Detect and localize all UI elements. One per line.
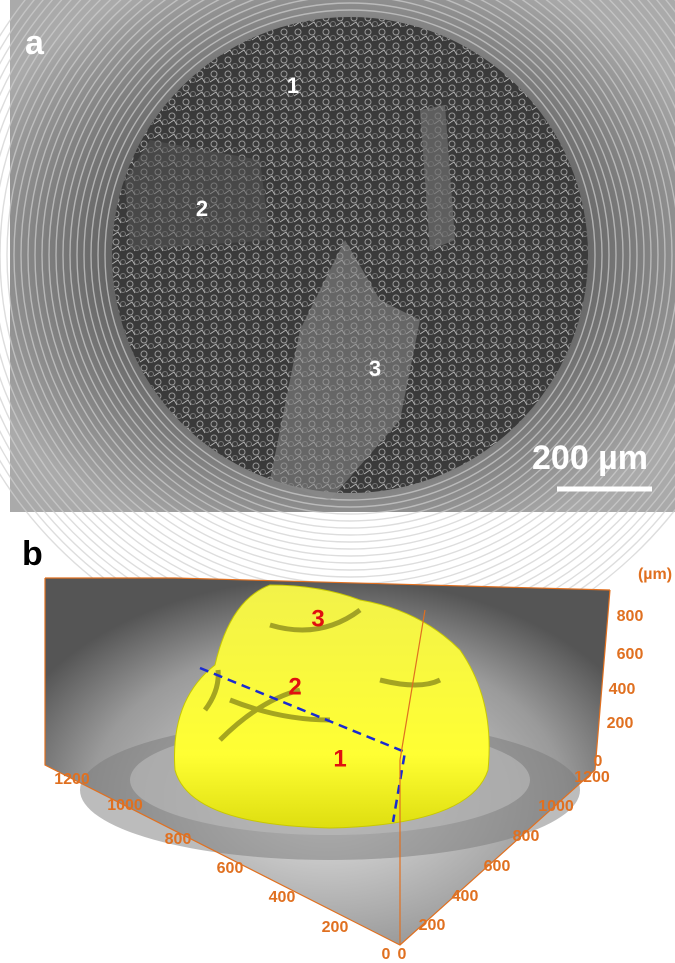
panel-label: a xyxy=(25,24,45,62)
y-tick-label: 0 xyxy=(398,946,407,963)
y-tick-label: 200 xyxy=(419,917,446,934)
z-tick-label: 800 xyxy=(617,608,644,625)
axis-unit: (µm) xyxy=(638,566,672,583)
y-tick-label: 600 xyxy=(484,858,511,875)
z-tick-label: 200 xyxy=(607,715,634,732)
scale-bar-label: 200 µm xyxy=(532,439,648,477)
region-label: 2 xyxy=(288,673,301,700)
x-tick-label: 1000 xyxy=(107,797,143,814)
z-tick-label: 600 xyxy=(617,646,644,663)
z-tick-label: 400 xyxy=(609,681,636,698)
x-tick-label: 800 xyxy=(165,831,192,848)
x-tick-label: 400 xyxy=(269,889,296,906)
panel-label: b xyxy=(22,535,43,573)
figure: a 200 µm 123 b 321 (µm)02004006008001200… xyxy=(0,0,675,963)
y-tick-label: 1000 xyxy=(538,798,574,815)
x-tick-label: 200 xyxy=(322,919,349,936)
x-tick-label: 0 xyxy=(382,946,391,963)
3d-rendering xyxy=(45,578,610,945)
sem-image xyxy=(0,0,675,668)
region-label: 3 xyxy=(311,605,324,632)
region-label: 1 xyxy=(333,745,346,772)
x-tick-label: 1200 xyxy=(54,771,90,788)
y-tick-label: 400 xyxy=(452,888,479,905)
z-tick-label: 0 xyxy=(594,753,603,770)
region-label: 2 xyxy=(196,196,208,221)
x-tick-label: 600 xyxy=(217,860,244,877)
y-tick-label: 800 xyxy=(513,828,540,845)
region-label: 3 xyxy=(369,356,381,381)
y-tick-label: 1200 xyxy=(574,769,610,786)
region-label: 1 xyxy=(287,73,299,98)
